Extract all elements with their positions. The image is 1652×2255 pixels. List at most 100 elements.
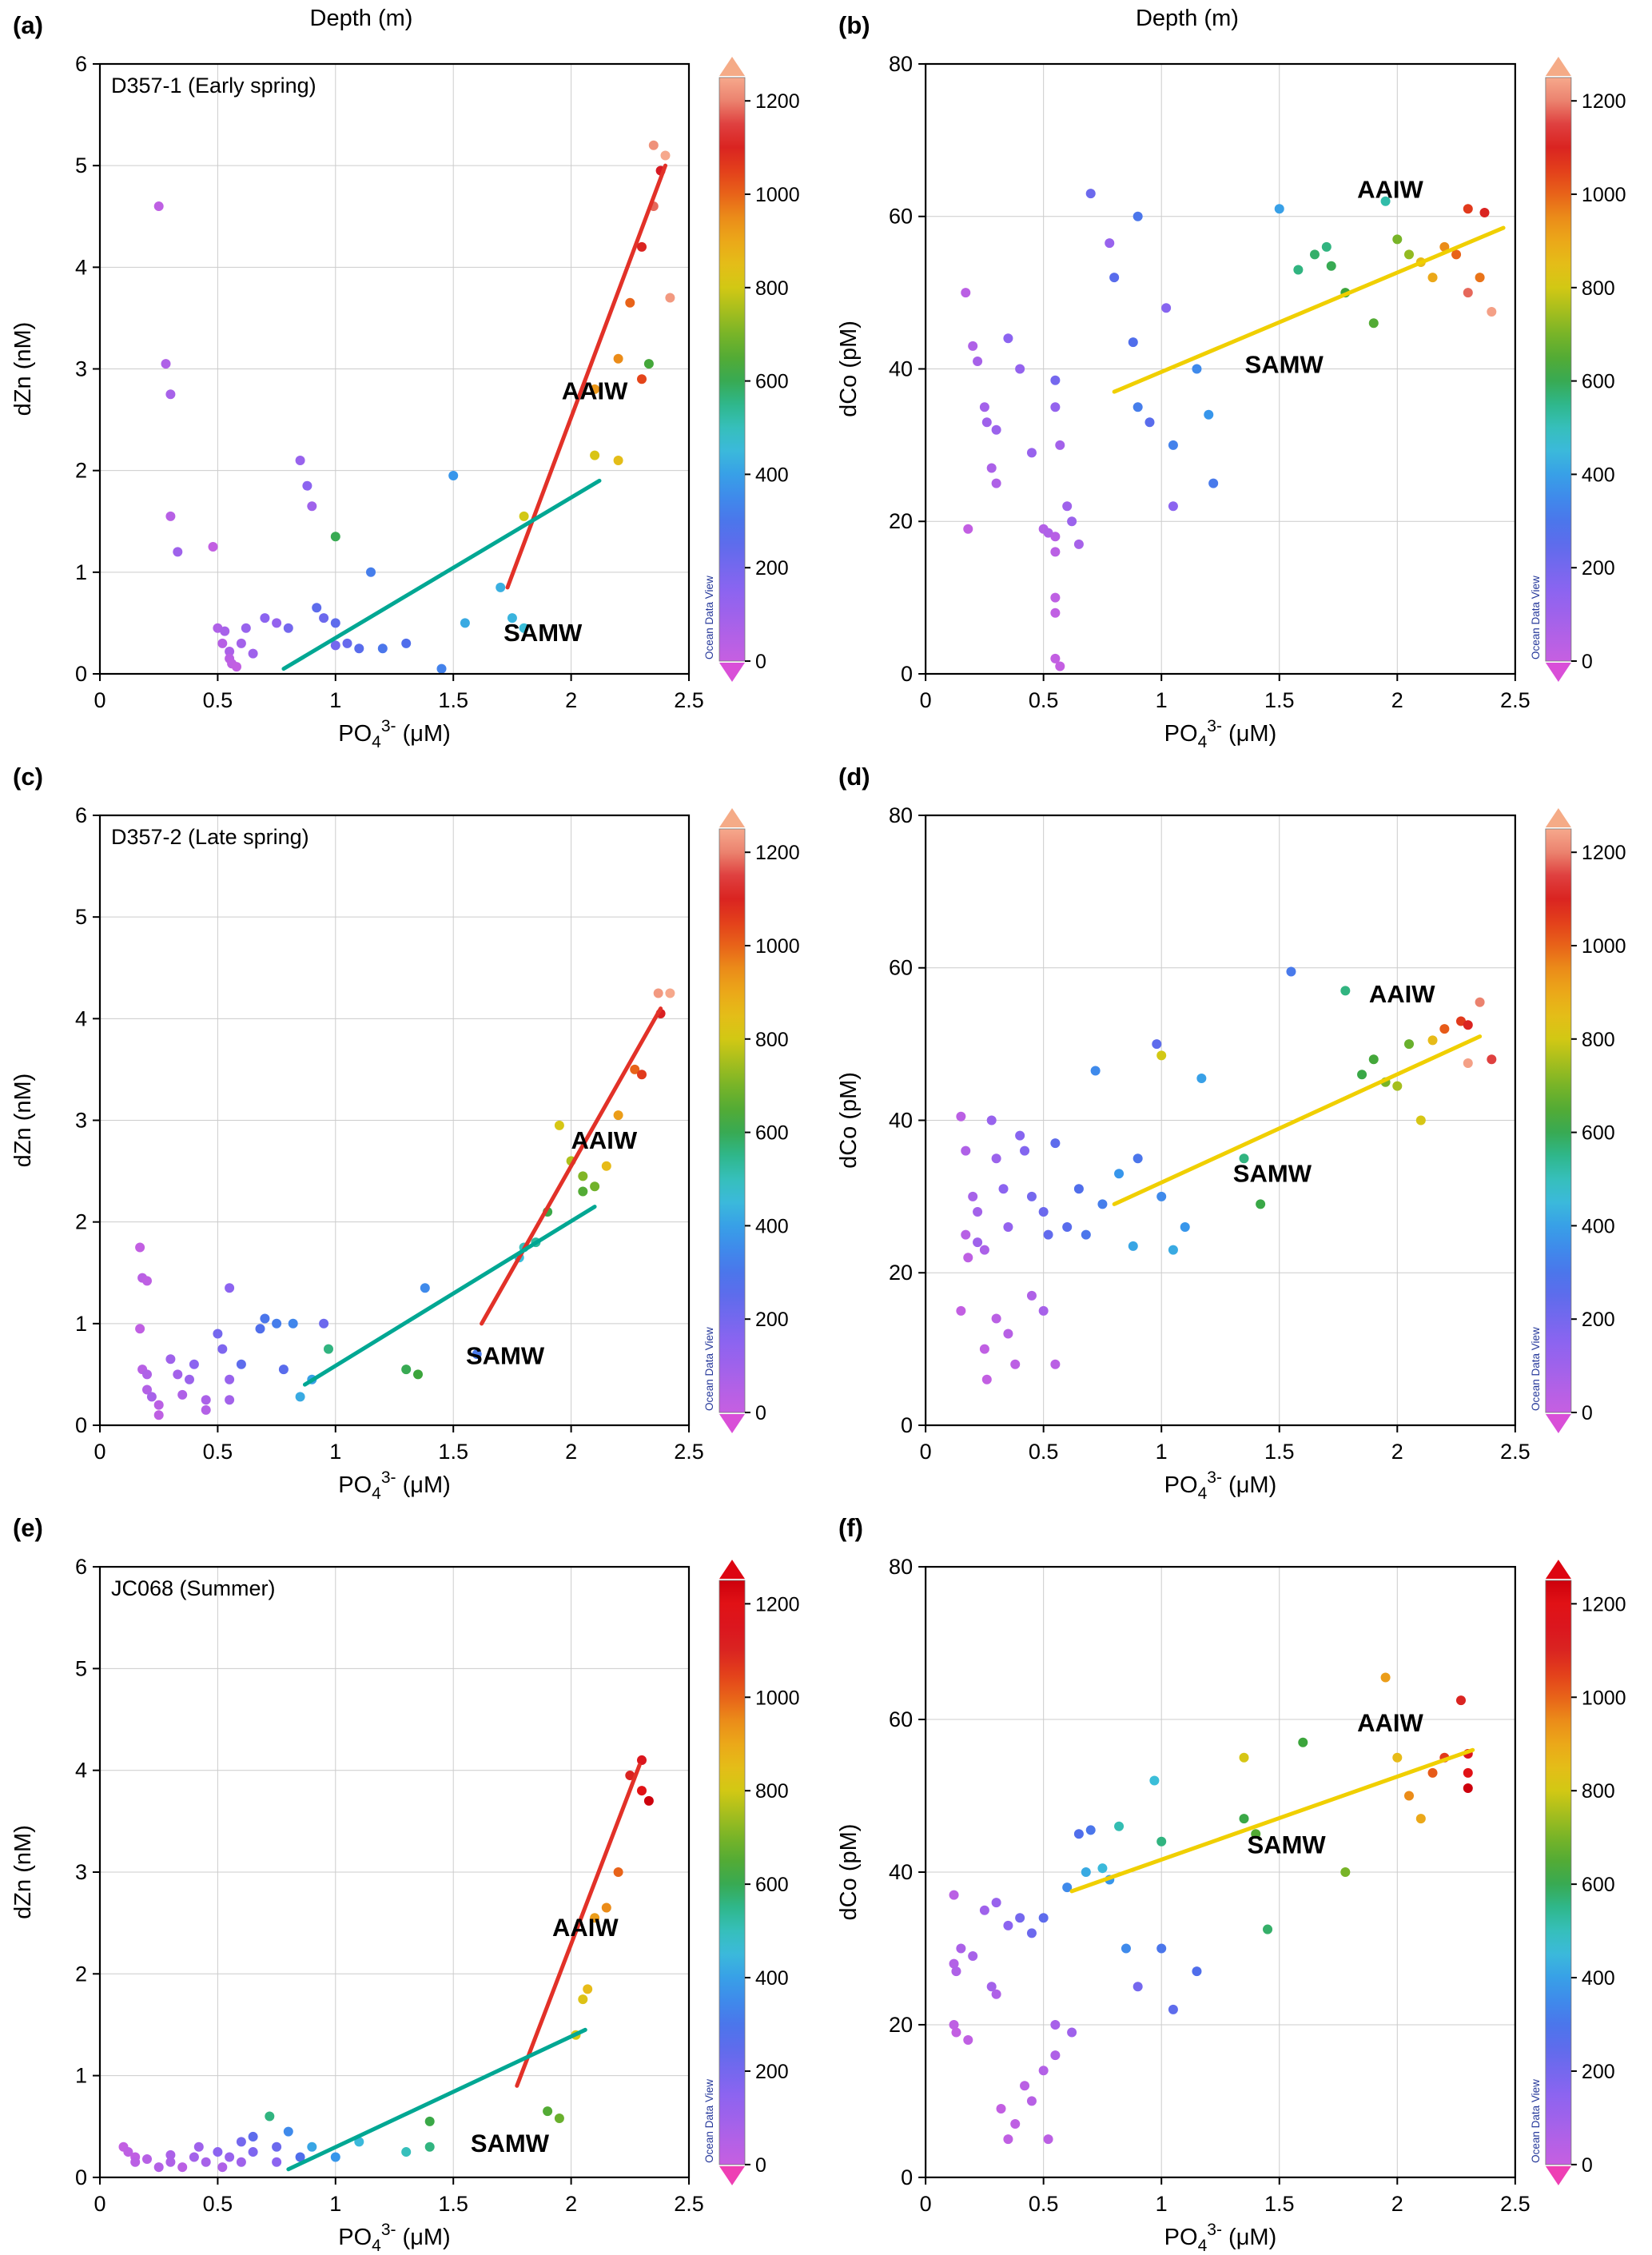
x-axis-title: PO43- (μM)	[338, 2221, 450, 2255]
colorbar-tick-label: 1000	[1582, 1687, 1626, 1709]
data-point	[1038, 2066, 1049, 2076]
trend-line-samw	[302, 1205, 597, 1387]
y-tick-label: 3	[75, 357, 87, 381]
data-point	[1020, 2081, 1030, 2091]
data-point	[165, 389, 176, 400]
data-point	[1168, 1245, 1178, 1255]
colorbar-tick-label: 800	[1582, 277, 1615, 300]
scatter-plot-b: AAIW SAMW 0 0.5 1 1.5 2 2.5 0 20 40 60 80 PO43- (μM) d…	[836, 6, 1626, 751]
colorbar-tick-label: 600	[755, 1874, 789, 1896]
colorbar-tick-label: 400	[1582, 1967, 1615, 1990]
depth-colorbar: 0 200 400 600 800 1000 1200 Ocean Data View	[1530, 1560, 1626, 2185]
colorbar-arrow-down	[719, 2165, 745, 2185]
colorbar-tick-label: 200	[755, 1309, 789, 1331]
odv-watermark: Ocean Data View	[1530, 576, 1542, 659]
data-point	[1487, 1054, 1497, 1065]
colorbar-tick-label: 400	[755, 1967, 789, 1990]
colorbar-tick-label: 1000	[1582, 184, 1626, 206]
data-point	[963, 524, 973, 534]
panel-letter: (d)	[838, 763, 870, 791]
x-tick-label: 2.5	[1500, 1440, 1531, 1464]
watermass-label-samw: SAMW	[1245, 351, 1324, 379]
data-point	[1427, 273, 1438, 283]
data-point	[1427, 1767, 1438, 1778]
x-tick-label: 1.5	[1264, 688, 1295, 712]
x-axis-title: PO43- (μM)	[1164, 717, 1277, 751]
y-axis-title: dZn (nM)	[10, 1074, 36, 1168]
colorbar-arrow-up	[1545, 1560, 1571, 1580]
data-point	[1003, 1920, 1013, 1930]
y-tick-label: 20	[889, 509, 913, 533]
axes	[918, 815, 1516, 1432]
odv-watermark: Ocean Data View	[1530, 1327, 1542, 1411]
data-point	[236, 638, 246, 648]
data-point	[1026, 2096, 1037, 2106]
data-point	[260, 1313, 270, 1324]
data-point	[319, 1318, 329, 1329]
y-tick-label: 40	[889, 1109, 913, 1133]
colorbar-tick-label: 1000	[755, 935, 800, 958]
x-tick-label: 0	[94, 1440, 105, 1464]
data-point	[236, 2157, 246, 2167]
gridlines	[100, 64, 689, 674]
data-point	[1380, 1672, 1391, 1683]
colorbar-tick-label: 0	[1582, 1402, 1593, 1424]
data-point	[643, 1795, 654, 1806]
data-point	[961, 1229, 971, 1240]
data-point	[1073, 1829, 1084, 1839]
data-point	[232, 662, 241, 672]
data-points	[153, 140, 675, 674]
watermass-label-samw: SAMW	[504, 619, 583, 647]
x-tick-label: 0	[920, 2192, 932, 2216]
data-point	[956, 1111, 966, 1122]
scatter-plot-d: AAIW SAMW 0 0.5 1 1.5 2 2.5 0 20 40 60 80 PO43- (μM) d…	[836, 763, 1626, 1503]
data-point	[1286, 966, 1296, 977]
data-point	[1149, 1775, 1160, 1786]
colorbar-tick-label: 0	[755, 2154, 766, 2177]
cruise-title: D357-1 (Early spring)	[111, 74, 316, 98]
data-point	[1298, 1737, 1308, 1747]
x-axis-title: PO43- (μM)	[1164, 2221, 1277, 2255]
data-point	[189, 1359, 199, 1369]
data-point	[1043, 528, 1053, 538]
data-point	[201, 2157, 211, 2167]
colorbar-tick-label: 1000	[755, 184, 800, 206]
trend-line-samw	[1112, 225, 1506, 394]
colorbar-arrow-up	[719, 57, 745, 76]
y-tick-label: 1	[75, 2064, 87, 2088]
y-tick-label: 1	[75, 1312, 87, 1336]
data-point	[135, 1242, 145, 1253]
data-point	[248, 648, 258, 659]
panel-letter: (c)	[13, 763, 43, 791]
data-point	[1050, 375, 1061, 385]
data-point	[961, 1145, 971, 1156]
colorbar-tick-label: 1200	[1582, 1593, 1626, 1616]
data-point	[185, 1374, 194, 1384]
panel-f: AAIW SAMW 0 0.5 1 1.5 2 2.5 0 20 40 60 80 PO43- (μM) d…	[826, 1503, 1652, 2255]
colorbar-gradient	[719, 1580, 746, 2165]
colorbar-tick-label: 600	[755, 1122, 789, 1145]
y-tick-label: 0	[75, 662, 87, 686]
x-axis-title: PO43- (μM)	[338, 1468, 451, 1503]
data-point	[665, 988, 675, 998]
trend-line-aaiw	[515, 1763, 642, 2088]
watermass-label-samw: SAMW	[1248, 1831, 1327, 1859]
cruise-title: D357-2 (Late spring)	[111, 825, 309, 849]
data-point	[973, 1237, 983, 1248]
y-tick-label: 20	[889, 1261, 913, 1285]
data-point	[979, 1245, 989, 1255]
data-point	[1192, 364, 1202, 374]
data-point	[956, 1305, 966, 1316]
data-point	[193, 2141, 204, 2152]
colorbar-tick-label: 600	[755, 371, 789, 393]
data-point	[1368, 318, 1379, 329]
data-point	[949, 1958, 959, 1969]
y-tick-label: 60	[889, 956, 913, 980]
colorbar-tick-label: 800	[755, 1780, 789, 1803]
data-point	[1256, 1199, 1266, 1209]
data-point	[1133, 402, 1143, 412]
data-point	[1251, 1829, 1261, 1839]
colorbar-title: Depth (m)	[1136, 6, 1239, 31]
colorbar-tick-label: 400	[1582, 1215, 1615, 1237]
